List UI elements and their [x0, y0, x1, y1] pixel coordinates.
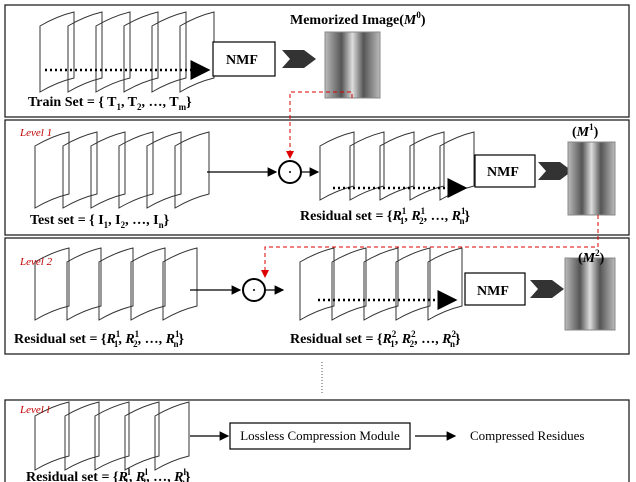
- text-part: M: [576, 125, 590, 140]
- text-part: ,: [395, 332, 402, 347]
- text-part: Residual set = {: [26, 470, 118, 482]
- text-part: M: [582, 251, 596, 266]
- text-part: , I: [108, 213, 120, 228]
- diagram: Memorized Image(M0) NMF Train Set = { T1…: [0, 0, 636, 482]
- text-part: , …,: [424, 209, 452, 224]
- test-set-label: Test set = { I1, I2, …, In}: [30, 213, 170, 230]
- nmf-label: NMF: [226, 53, 258, 68]
- text-part: M: [403, 13, 417, 28]
- text-part: ): [600, 251, 605, 266]
- operator-dot: [253, 289, 255, 291]
- text-part: }: [465, 209, 471, 224]
- output-label: Compressed Residues: [470, 428, 584, 443]
- text-part: ,: [129, 470, 136, 482]
- text-part: }: [164, 213, 170, 228]
- xray-image: [568, 142, 615, 215]
- nmf-label: NMF: [477, 284, 509, 299]
- module-label: Lossless Compression Module: [240, 428, 400, 443]
- text-part: }: [179, 332, 185, 347]
- level-label: Level l: [19, 404, 50, 416]
- text-part: , …,: [414, 332, 442, 347]
- residual-set-label: Residual set = {Rl1, Rl2, …, Rln}: [26, 467, 191, 482]
- xray-image: [565, 258, 615, 330]
- text-part: ): [594, 125, 599, 140]
- text-part: , …,: [146, 470, 174, 482]
- text-part: , T: [121, 95, 138, 110]
- text-part: , …, I: [125, 213, 158, 228]
- text-part: ,: [404, 209, 411, 224]
- train-set-label: Train Set = { T1, T2, …, Tm}: [28, 95, 192, 112]
- text-part: Residual set = {: [290, 332, 382, 347]
- level-label: Level 1: [19, 127, 52, 139]
- nmf-label: NMF: [487, 165, 519, 180]
- text-part: ,: [118, 332, 125, 347]
- residual-set-label: Residual set = {R11, R12, …, R1n}: [14, 329, 185, 349]
- text-part: Test set = { I: [30, 213, 104, 228]
- model-label: (M2): [578, 248, 605, 266]
- text-part: Residual set = {: [14, 332, 106, 347]
- level-label: Level 2: [19, 256, 53, 268]
- text-part: , …,: [138, 332, 166, 347]
- text-part: }: [185, 470, 191, 482]
- memorized-label: Memorized Image(M0): [290, 10, 426, 28]
- model-label: (M1): [572, 122, 599, 140]
- xray-image: [325, 32, 380, 98]
- text-part: }: [455, 332, 461, 347]
- operator-dot: [289, 171, 291, 173]
- text-part: }: [186, 95, 192, 110]
- text-part: Memorized Image(: [290, 13, 404, 28]
- text-part: Train Set = { T: [28, 95, 117, 110]
- text-part: , …, T: [142, 95, 180, 110]
- text-part: Residual set = {: [300, 209, 392, 224]
- text-part: ): [421, 13, 426, 28]
